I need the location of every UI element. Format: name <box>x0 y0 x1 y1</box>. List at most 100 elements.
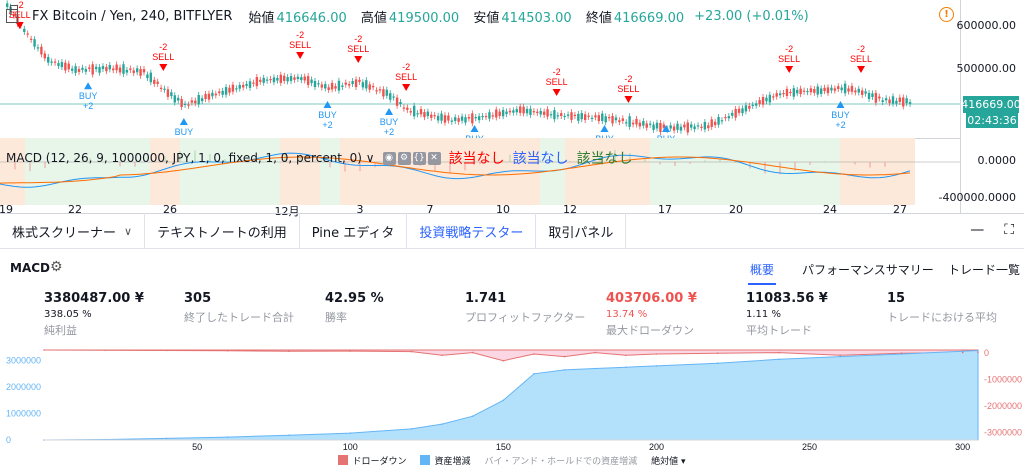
candle <box>399 101 402 105</box>
macd-background-band <box>0 138 25 205</box>
gear-icon[interactable]: ⚙ <box>397 151 411 165</box>
display-mode-dropdown[interactable]: 絶対値 ▾ <box>651 457 686 467</box>
candle <box>898 97 902 102</box>
candle <box>211 92 214 97</box>
equity-point <box>625 366 627 368</box>
last-price-tag: 416669.00 <box>961 96 1021 113</box>
equity-point <box>471 415 474 417</box>
equity-point <box>226 436 229 438</box>
equity-point <box>349 432 352 434</box>
equity-legend: ドローダウン 資産増減 バイ・アンド・ホールドでの資産増減 絶対値 ▾ <box>0 453 1024 468</box>
equity-x-tick-label: 150 <box>496 442 511 452</box>
candle <box>659 122 662 133</box>
candle <box>409 111 412 113</box>
equity-chart[interactable]: 3000000 2000000 1000000 0 0 -1000000 -2000000 -… <box>0 345 1024 453</box>
buy-label: BUY <box>79 91 98 101</box>
legend-item-drawdown[interactable]: ドローダウン <box>338 454 406 467</box>
sell-label: SELL <box>778 54 800 64</box>
candle <box>570 112 573 120</box>
legend-item-equity[interactable]: 資産増減 <box>420 454 470 467</box>
time-axis[interactable]: 19 22 26 12月 3 7 10 12 17 20 24 27 <box>0 203 960 218</box>
stat-max-drawdown: 403706.00 ¥ 13.74 % 最大ドローダウン <box>606 291 697 338</box>
macd-background-band <box>280 138 320 205</box>
tab-pine-editor[interactable]: Pine エディタ <box>300 213 408 249</box>
sell-label: SELL <box>395 72 417 82</box>
buy-arrow-icon <box>385 108 394 115</box>
candle <box>238 85 241 89</box>
price-chart[interactable]: -2SELLBUY+2-2SELLBUY+2-2SELLBUY+2-2SELLB… <box>0 0 960 138</box>
stat-avg-trade: 11083.56 ¥ 1.11 % 平均トレード <box>746 291 828 338</box>
candle <box>854 90 857 93</box>
candle <box>200 98 204 102</box>
candle <box>700 126 703 128</box>
buy-label: BUY <box>318 110 337 120</box>
drawdown-point <box>165 349 168 352</box>
tab-stock-screener[interactable]: 株式スクリーナー ∨ <box>0 213 146 249</box>
tab-overview[interactable]: 概要 <box>750 263 775 277</box>
candle <box>902 97 905 107</box>
symbol-title[interactable]: FX Bitcoin / Yen, 240, BITFLYER <box>32 8 233 24</box>
equity-point <box>961 350 964 353</box>
macd-title[interactable]: MACD (12, 26, 9, 1000000, JPY, 1, 0, fix… <box>6 151 375 165</box>
price-axis[interactable]: 600000.00 500000.00 0.0000 -400000.0000 <box>939 0 1024 213</box>
macd-background-band <box>180 138 280 205</box>
stat-label: 平均トレード <box>746 324 812 337</box>
sell-arrow-icon <box>785 66 794 73</box>
candle <box>279 74 282 83</box>
histogram-value-na: 該当なし <box>576 151 633 167</box>
macd-background-band <box>855 138 915 205</box>
warning-icon[interactable]: ! <box>939 7 954 22</box>
maximize-icon[interactable]: ⛶ <box>1004 222 1014 238</box>
drawdown-y-tick-label: -1000000 <box>984 374 1022 384</box>
candle <box>731 112 734 116</box>
drawdown-y-tick-label: -3000000 <box>984 427 1022 437</box>
candle <box>696 125 700 127</box>
candle <box>703 122 707 130</box>
chevron-down-icon[interactable]: ∨ <box>124 224 133 238</box>
symbol-icon[interactable] <box>6 5 18 23</box>
gear-icon[interactable]: ⚙ <box>50 259 63 275</box>
candle <box>467 117 471 119</box>
eye-icon[interactable]: ◉ <box>382 151 396 165</box>
drawdown-point <box>410 350 413 353</box>
candle <box>146 74 149 79</box>
candle <box>351 81 354 85</box>
candle <box>177 97 180 101</box>
candle <box>129 68 132 70</box>
signal-line <box>0 156 911 184</box>
candle <box>306 76 310 85</box>
macd-pane[interactable] <box>0 138 960 205</box>
candle <box>416 113 419 115</box>
candle <box>884 98 888 101</box>
equity-point <box>165 437 168 440</box>
candle <box>115 64 118 71</box>
candle <box>809 88 813 93</box>
equity-point <box>288 434 290 436</box>
candle <box>231 84 235 92</box>
candle <box>744 105 748 112</box>
legend-item-buy-hold[interactable]: バイ・アンド・ホールドでの資産増減 <box>484 457 638 467</box>
candle <box>426 111 430 117</box>
tab-performance-summary[interactable]: パフォーマンスサマリー <box>802 263 934 277</box>
tab-text-notes[interactable]: テキストノートの利用 <box>145 213 300 249</box>
sell-qty-label: -2 <box>296 30 304 40</box>
tab-trade-list[interactable]: トレード一覧 <box>948 263 1021 277</box>
candle <box>105 66 108 72</box>
minimize-icon[interactable]: — <box>970 222 985 238</box>
close-icon[interactable]: ✕ <box>427 151 441 165</box>
buy-qty-label: +2 <box>322 120 332 130</box>
high-label: 高値 <box>360 10 387 26</box>
candle <box>833 88 837 91</box>
candle <box>406 107 409 110</box>
tab-trading-panel[interactable]: 取引パネル <box>536 213 627 249</box>
stat-label: トレードにおける平均 <box>887 311 997 324</box>
candle <box>88 67 91 69</box>
tab-strategy-tester[interactable]: 投資戦略テスター <box>407 213 537 249</box>
candle <box>180 98 183 108</box>
chart-area[interactable]: -2SELLBUY+2-2SELLBUY+2-2SELLBUY+2-2SELLB… <box>0 0 1024 218</box>
buy-label: BUY <box>465 134 484 138</box>
drawdown-swatch <box>338 455 349 465</box>
source-code-icon[interactable]: {} <box>412 151 426 165</box>
tab-label: 株式スクリーナー <box>12 225 117 241</box>
candle <box>642 121 645 126</box>
